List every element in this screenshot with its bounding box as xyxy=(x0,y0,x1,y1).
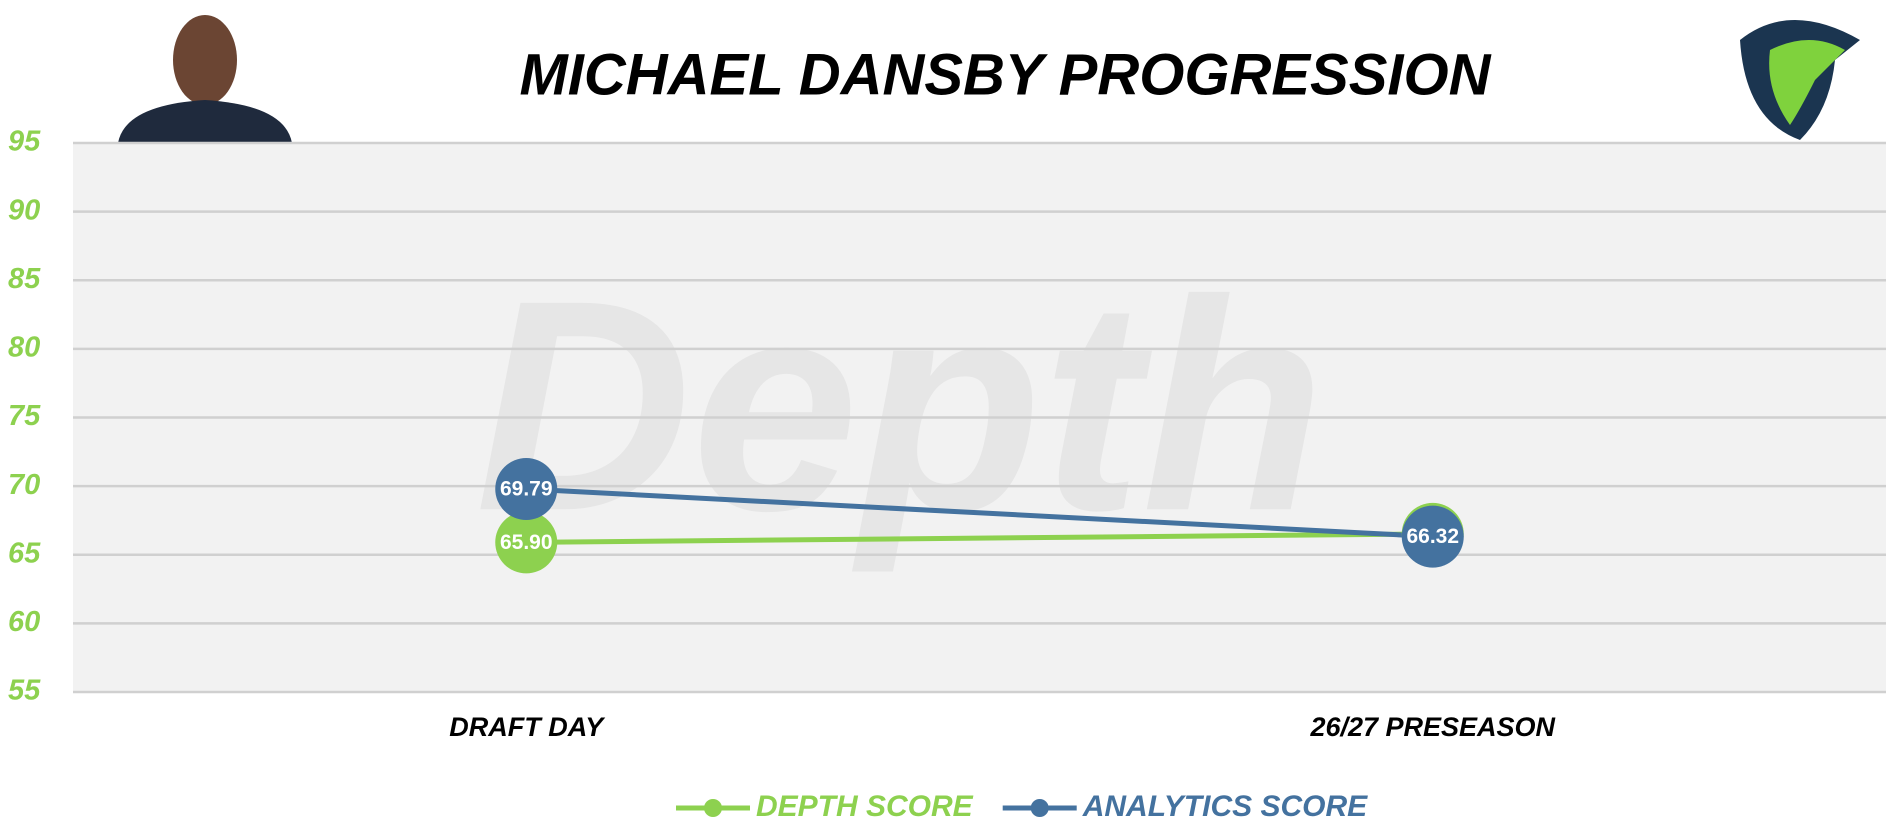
data-point xyxy=(1401,505,1464,568)
y-tick-label: 60 xyxy=(8,606,40,638)
x-tick-label: 26/27 PRESEASON xyxy=(1309,712,1555,742)
y-tick-label: 80 xyxy=(8,332,40,364)
y-tick-label: 65 xyxy=(8,537,41,569)
y-tick-label: 85 xyxy=(8,263,41,295)
series-line xyxy=(526,486,1433,540)
y-tick-label: 95 xyxy=(8,126,41,158)
data-label: 66.32 xyxy=(1406,525,1459,548)
team-logo xyxy=(1740,20,1860,140)
data-point xyxy=(495,458,558,521)
y-tick-label: 90 xyxy=(8,194,40,226)
legend-item: DEPTH SCORE xyxy=(676,790,974,823)
legend-marker xyxy=(1030,799,1049,817)
legend-item: ANALYTICS SCORE xyxy=(1002,790,1368,823)
player-photo xyxy=(118,15,292,143)
chart-title: MICHAEL DANSBY PROGRESSION xyxy=(519,42,1491,107)
data-point xyxy=(495,511,558,574)
y-tick-label: 55 xyxy=(8,675,41,707)
data-label: 69.79 xyxy=(500,478,553,501)
legend-label: ANALYTICS SCORE xyxy=(1082,790,1368,823)
y-tick-label: 70 xyxy=(8,469,40,501)
x-tick-label: DRAFT DAY xyxy=(449,712,606,742)
legend-label: DEPTH SCORE xyxy=(756,790,974,823)
watermark: Depth xyxy=(475,237,1325,575)
legend-marker xyxy=(704,799,722,817)
series-line xyxy=(526,531,1433,545)
y-tick-label: 75 xyxy=(8,400,41,432)
data-label: 65.90 xyxy=(500,531,553,554)
